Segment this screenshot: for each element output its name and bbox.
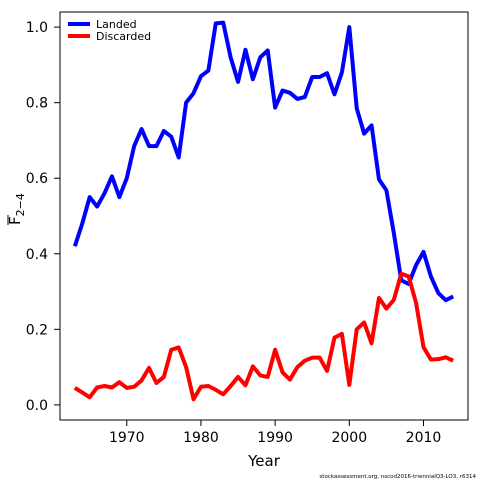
y-tick-label-1: 0.2 xyxy=(26,322,48,338)
y-axis-label-sub: 2−4 xyxy=(14,193,27,216)
y-axis-label: F2−4 xyxy=(6,193,27,225)
footer-text: stockassessment.org, nscod2016-triennial… xyxy=(319,474,476,480)
y-axis-label-main: F xyxy=(6,216,24,225)
svg-text:F2−4: F2−4 xyxy=(6,193,27,225)
y-tick-label-4: 0.8 xyxy=(26,96,48,112)
y-tick-label-2: 0.4 xyxy=(26,247,48,263)
axis-ticks: 1970 1980 1990 2000 2010 0.0 0.2 0.4 0.6 0.8 1.0 xyxy=(26,20,442,446)
y-tick-label-5: 1.0 xyxy=(26,20,48,36)
y-tick-label-0: 0.0 xyxy=(26,398,48,414)
series-lines xyxy=(72,20,455,402)
x-tick-label-1990: 1990 xyxy=(257,430,293,446)
series-line-discarded xyxy=(73,271,454,402)
legend-label-landed: Landed xyxy=(96,18,137,31)
plot-frame xyxy=(59,11,469,421)
x-axis-label: Year xyxy=(247,452,281,470)
x-tick-label-2010: 2010 xyxy=(406,430,442,446)
legend-label-discarded: Discarded xyxy=(96,30,151,43)
y-tick-label-3: 0.6 xyxy=(26,171,48,187)
x-tick-label-2000: 2000 xyxy=(331,430,367,446)
x-tick-label-1970: 1970 xyxy=(109,430,145,446)
x-tick-label-1980: 1980 xyxy=(183,430,219,446)
legend: Landed Discarded xyxy=(68,18,151,43)
series-line-landed xyxy=(72,20,455,303)
